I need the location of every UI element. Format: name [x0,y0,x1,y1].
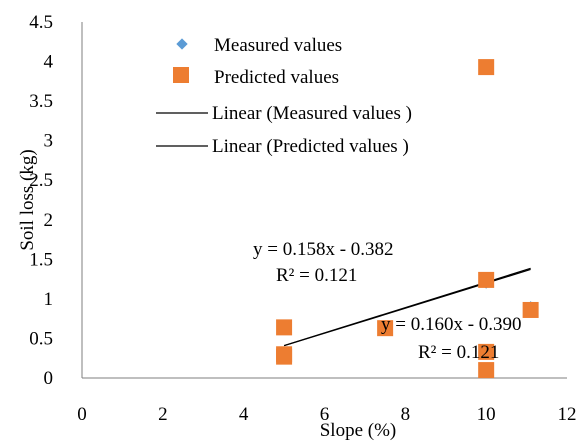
legend-item-linear-predicted: Linear (Predicted values ) [156,136,409,157]
predicted-point [478,59,495,76]
legend-item-measured: Measured values [176,35,342,56]
legend-item-linear-measured: Linear (Measured values ) [156,103,412,124]
predicted-point [478,271,495,288]
x-tick-labels: 0 2 4 6 8 10 12 [77,404,576,425]
y-tick-label: 3.5 [29,91,53,112]
trendline-equation-measured: y = 0.158x - 0.382 [253,239,394,260]
plot-area: 0 2 4 6 8 10 12 0 0.5 1 1.5 2 2.5 3 3.5 4 4.5 [29,12,576,425]
x-axis-title: Slope (%) [320,420,397,441]
x-tick-label: 4 [239,404,249,425]
trendline-r2-predicted: R² = 0.121 [418,342,499,363]
x-tick-label: 6 [320,404,330,425]
predicted-point [276,319,293,336]
trendline-equation-predicted: y = 0.160x - 0.390 [381,314,522,335]
y-tick-label: 0.5 [29,328,53,349]
predicted-point [522,301,539,318]
predicted-point [276,348,293,365]
x-tick-label: 10 [477,404,496,425]
y-tick-label: 3 [44,131,54,152]
legend-label-linear-measured: Linear (Measured values ) [212,103,412,124]
trendline-r2-measured: R² = 0.121 [276,265,357,286]
legend-label-predicted: Predicted values [214,67,339,88]
y-tick-label: 0 [44,368,54,389]
legend: Measured values Predicted values Linear … [156,35,412,157]
predicted-point [377,320,394,337]
x-tick-label: 2 [158,404,168,425]
x-tick-label: 12 [558,404,576,425]
legend-label-linear-predicted: Linear (Predicted values ) [212,136,409,157]
y-axis-title: Soil loss (kg) [17,149,38,250]
legend-marker-square [173,67,189,83]
y-tick-labels: 0 0.5 1 1.5 2 2.5 3 3.5 4 4.5 [29,12,53,389]
legend-marker-diamond [176,38,188,50]
y-tick-label: 2 [44,210,54,231]
x-tick-label: 0 [77,404,87,425]
y-tick-label: 1 [44,289,54,310]
y-tick-label: 4.5 [29,12,53,33]
data-points [276,59,539,379]
y-tick-label: 2.5 [29,170,53,191]
predicted-point [478,343,495,360]
legend-label-measured: Measured values [214,35,342,56]
legend-item-predicted: Predicted values [173,67,339,88]
x-tick-label: 8 [401,404,411,425]
y-tick-label: 1.5 [29,249,53,270]
y-tick-label: 4 [44,52,54,73]
predicted-point [478,362,495,379]
